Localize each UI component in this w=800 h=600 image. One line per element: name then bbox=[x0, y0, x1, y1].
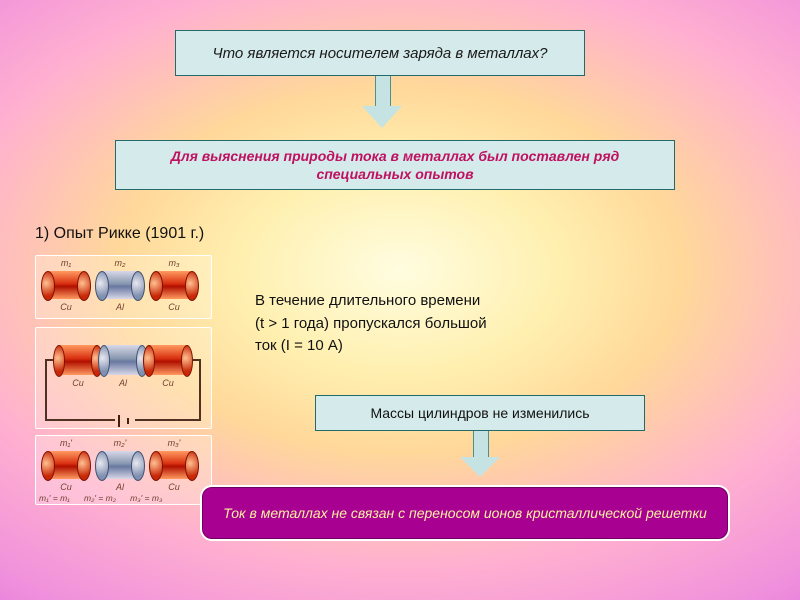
material-label: Al bbox=[95, 482, 145, 492]
arrow-down-icon bbox=[362, 76, 402, 128]
mass-equation: m₁' = m₁ m₂' = m₂ m₃' = m₃ bbox=[39, 493, 209, 503]
cylinder-cu: m₃' Cu bbox=[149, 451, 199, 479]
cylinder-al: m₂ Al bbox=[95, 271, 145, 299]
mass-label: m₁' bbox=[41, 438, 91, 448]
cylinder-cu: m₁' Cu bbox=[41, 451, 91, 479]
joined-cylinders: Cu Al Cu bbox=[53, 345, 193, 375]
description: В течение длительного времени (t > 1 год… bbox=[255, 290, 575, 358]
experiment-title: 1) Опыт Рикке (1901 г.) bbox=[35, 225, 204, 243]
context-box: Для выяснения природы тока в металлах бы… bbox=[115, 140, 675, 190]
mass-label: m₂' bbox=[95, 438, 145, 448]
material-label: Cu bbox=[149, 302, 199, 312]
mass-label: m₃ bbox=[149, 258, 199, 268]
material-label: Cu bbox=[143, 378, 193, 388]
cylinder-cu: m₃ Cu bbox=[149, 271, 199, 299]
battery-icon bbox=[115, 415, 135, 427]
desc-line: (t > 1 года) пропускался большой bbox=[255, 313, 575, 336]
cylinder-cu: m₁ Cu bbox=[41, 271, 91, 299]
arrow-down-icon bbox=[460, 431, 500, 479]
conclusion-box: Ток в металлах не связан с переносом ион… bbox=[200, 485, 730, 541]
material-label: Cu bbox=[53, 378, 103, 388]
question-box: Что является носителем заряда в металлах… bbox=[175, 30, 585, 76]
mass-label: m₂ bbox=[95, 258, 145, 268]
slide: Что является носителем заряда в металлах… bbox=[0, 0, 800, 600]
desc-line: В течение длительного времени bbox=[255, 290, 575, 313]
material-label: Cu bbox=[41, 482, 91, 492]
result-box: Массы цилиндров не изменились bbox=[315, 395, 645, 431]
material-label: Al bbox=[98, 378, 148, 388]
riecke-diagram: m₁ Cu m₂ Al m₃ Cu bbox=[35, 255, 210, 495]
conclusion-text: Ток в металлах не связан с переносом ион… bbox=[223, 504, 707, 523]
desc-line: ток (I = 10 А) bbox=[255, 335, 575, 358]
cylinder-al: m₂' Al bbox=[95, 451, 145, 479]
question-text: Что является носителем заряда в металлах… bbox=[213, 45, 548, 62]
result-text: Массы цилиндров не изменились bbox=[370, 405, 589, 421]
material-label: Cu bbox=[149, 482, 199, 492]
mass-label: m₁ bbox=[41, 258, 91, 268]
mass-label: m₃' bbox=[149, 438, 199, 448]
context-text: Для выяснения природы тока в металлах бы… bbox=[126, 147, 664, 183]
material-label: Cu bbox=[41, 302, 91, 312]
material-label: Al bbox=[95, 302, 145, 312]
